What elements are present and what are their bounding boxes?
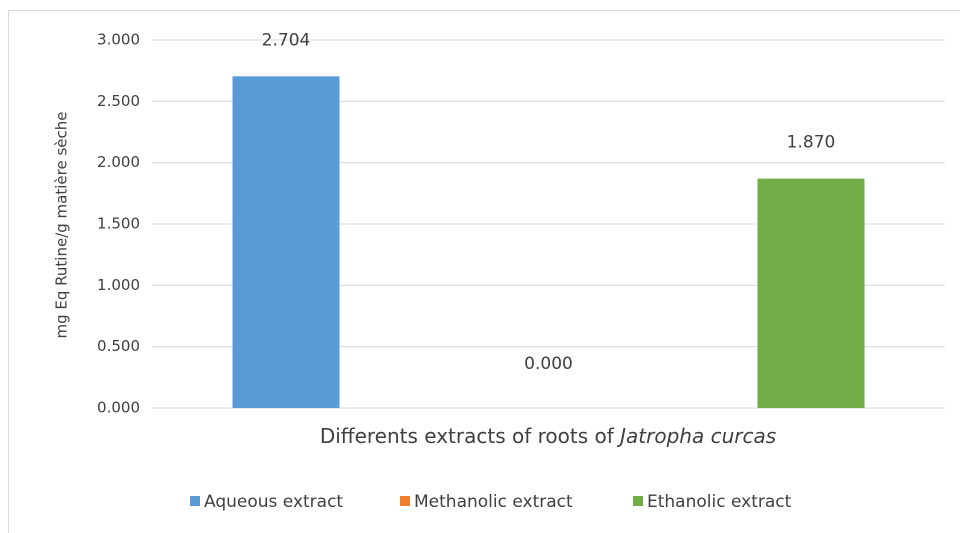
x-axis-label: Differents extracts of roots of Jatropha… xyxy=(320,424,776,448)
bar xyxy=(232,76,340,409)
chart-frame xyxy=(8,10,960,533)
bar xyxy=(757,178,865,408)
y-tick-label: 1.500 xyxy=(97,215,140,233)
legend-swatch xyxy=(633,496,643,506)
y-tick-label: 2.000 xyxy=(97,153,140,171)
y-tick-label: 3.000 xyxy=(97,31,140,49)
y-tick-label: 2.500 xyxy=(97,92,140,110)
y-tick-label: 1.000 xyxy=(97,276,140,294)
data-label: 0.000 xyxy=(524,354,573,374)
legend-label: Ethanolic extract xyxy=(647,492,792,512)
legend-label: Aqueous extract xyxy=(204,492,343,512)
x-axis-label-italic: Jatropha curcas xyxy=(616,424,776,448)
y-tick-label: 0.500 xyxy=(97,337,140,355)
legend-swatch xyxy=(190,496,200,506)
data-label: 1.870 xyxy=(787,133,836,153)
x-axis-label-text: Differents extracts of roots of xyxy=(320,424,615,448)
y-axis-label: mg Eq Rutine/g matière sèche xyxy=(53,112,71,339)
legend-swatch xyxy=(400,496,410,506)
legend-label: Methanolic extract xyxy=(414,492,573,512)
y-tick-label: 0.000 xyxy=(97,399,140,417)
data-label: 2.704 xyxy=(262,30,311,50)
